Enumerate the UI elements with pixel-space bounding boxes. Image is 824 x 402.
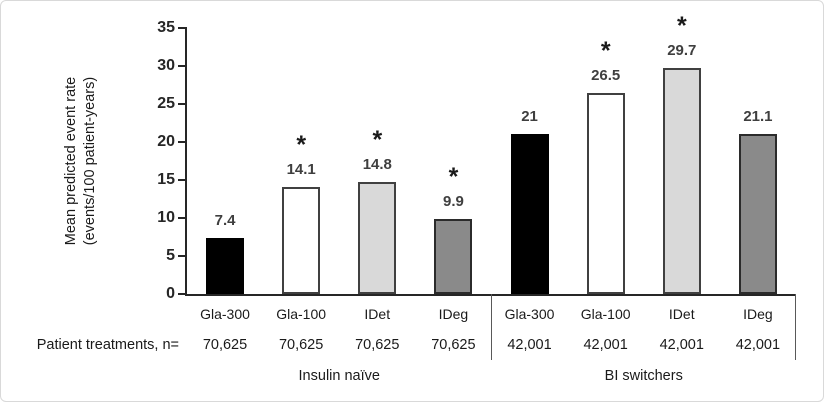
y-tick-label: 15: [157, 171, 175, 188]
n-value: 42,001: [583, 337, 628, 353]
group-label: Insulin naïve: [298, 368, 380, 384]
bar-gla-100-naive: [282, 186, 321, 294]
y-tick-mark: [178, 103, 185, 105]
category-label: Gla-100: [580, 306, 631, 322]
y-tick-label: 25: [157, 95, 175, 112]
bar-gla-300-naive: [206, 237, 245, 294]
category-label: Gla-300: [200, 306, 250, 322]
group-divider: [490, 294, 492, 360]
bar-value-label: 9.9: [443, 192, 464, 210]
significance-asterisk: *: [296, 130, 307, 159]
bar-value-label: 14.8: [362, 155, 392, 173]
bar-value-label: 7.4: [214, 211, 236, 229]
y-tick-mark: [178, 141, 185, 143]
y-axis-title-line2: (events/100 patient-years): [82, 76, 98, 246]
n-value: 42,001: [659, 337, 704, 353]
bar-idet-switchers: [662, 68, 701, 294]
category-label: IDeg: [743, 306, 773, 322]
bar-value-label: 26.5: [591, 66, 621, 84]
category-label: IDeg: [438, 306, 469, 322]
y-tick-label: 35: [157, 19, 175, 36]
n-value: 70,625: [355, 337, 400, 353]
n-value: 70,625: [431, 337, 476, 353]
n-value: 42,001: [735, 337, 781, 353]
bar-value-label: 21.1: [743, 107, 773, 125]
category-label: IDet: [364, 306, 391, 322]
patient-treatments-label: Patient treatments, n=: [36, 337, 179, 353]
significance-asterisk: *: [372, 125, 383, 154]
y-tick-label: 5: [166, 247, 175, 264]
significance-asterisk: *: [448, 162, 459, 191]
bar-idet-naive: [358, 181, 397, 294]
y-tick-mark: [178, 293, 185, 295]
y-tick-mark: [178, 217, 185, 219]
group-divider: [795, 294, 796, 360]
y-axis-line: [185, 27, 187, 296]
significance-asterisk: *: [600, 36, 611, 65]
y-tick-mark: [178, 179, 185, 181]
y-tick-label: 20: [157, 133, 175, 150]
bar-value-label: 21: [521, 108, 538, 126]
y-tick-mark: [178, 255, 185, 257]
category-label: Gla-100: [276, 306, 327, 322]
y-tick-label: 30: [157, 57, 175, 74]
bar-value-label: 14.1: [286, 160, 316, 178]
y-axis-title: Mean predicted event rate (events/100 pa…: [62, 21, 100, 301]
bar-value-label: 29.7: [667, 42, 697, 60]
bar-gla-100-switchers: [586, 92, 625, 294]
y-tick-mark: [178, 65, 185, 67]
n-value: 70,625: [278, 337, 324, 353]
category-label: Gla-300: [504, 306, 555, 322]
y-tick-mark: [178, 27, 185, 29]
significance-asterisk: *: [676, 12, 687, 41]
bar-gla-300-switchers: [510, 134, 549, 294]
bar-ideg-naive: [434, 218, 473, 294]
n-value: 70,625: [202, 337, 248, 353]
bar-ideg-switchers: [738, 133, 777, 294]
y-axis-title-line1: Mean predicted event rate: [63, 76, 80, 246]
y-tick-label: 0: [166, 285, 175, 302]
n-value: 42,001: [507, 337, 552, 353]
category-label: IDet: [668, 306, 695, 322]
group-label: BI switchers: [604, 368, 683, 384]
y-tick-label: 10: [157, 209, 175, 226]
